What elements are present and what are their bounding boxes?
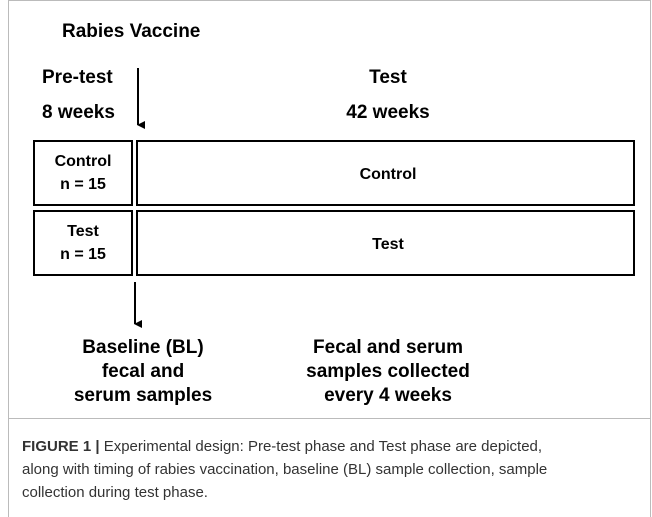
note-line: Baseline (BL)	[82, 337, 203, 358]
note-line: fecal and	[102, 361, 184, 382]
caption-line: collection during test phase.	[22, 484, 208, 501]
frame	[8, 0, 651, 517]
bar-label: Test	[372, 236, 404, 253]
note-line: Fecal and serum	[313, 337, 463, 358]
caption-text: Experimental design: Pre-test phase and …	[100, 438, 543, 455]
phase-duration: 42 weeks	[346, 102, 429, 123]
phase-bar	[136, 140, 635, 206]
phase-bar	[136, 210, 635, 276]
title: Rabies Vaccine	[62, 21, 200, 42]
caption-line: FIGURE 1 | Experimental design: Pre-test…	[22, 438, 542, 455]
group-n: n = 15	[60, 176, 106, 193]
bar-label: Control	[360, 166, 417, 183]
group-label: Test	[67, 223, 99, 240]
group-n: n = 15	[60, 246, 106, 263]
group-box	[33, 140, 133, 206]
phase-duration: 8 weeks	[42, 102, 115, 123]
group-label: Control	[55, 153, 112, 170]
caption-line: along with timing of rabies vaccination,…	[22, 461, 547, 478]
group-box	[33, 210, 133, 276]
caption-label: FIGURE 1 |	[22, 438, 100, 455]
note-line: every 4 weeks	[324, 385, 452, 406]
phase-name: Test	[369, 67, 407, 88]
note-line: serum samples	[74, 385, 212, 406]
phase-name: Pre-test	[42, 67, 113, 88]
note-line: samples collected	[306, 361, 470, 382]
